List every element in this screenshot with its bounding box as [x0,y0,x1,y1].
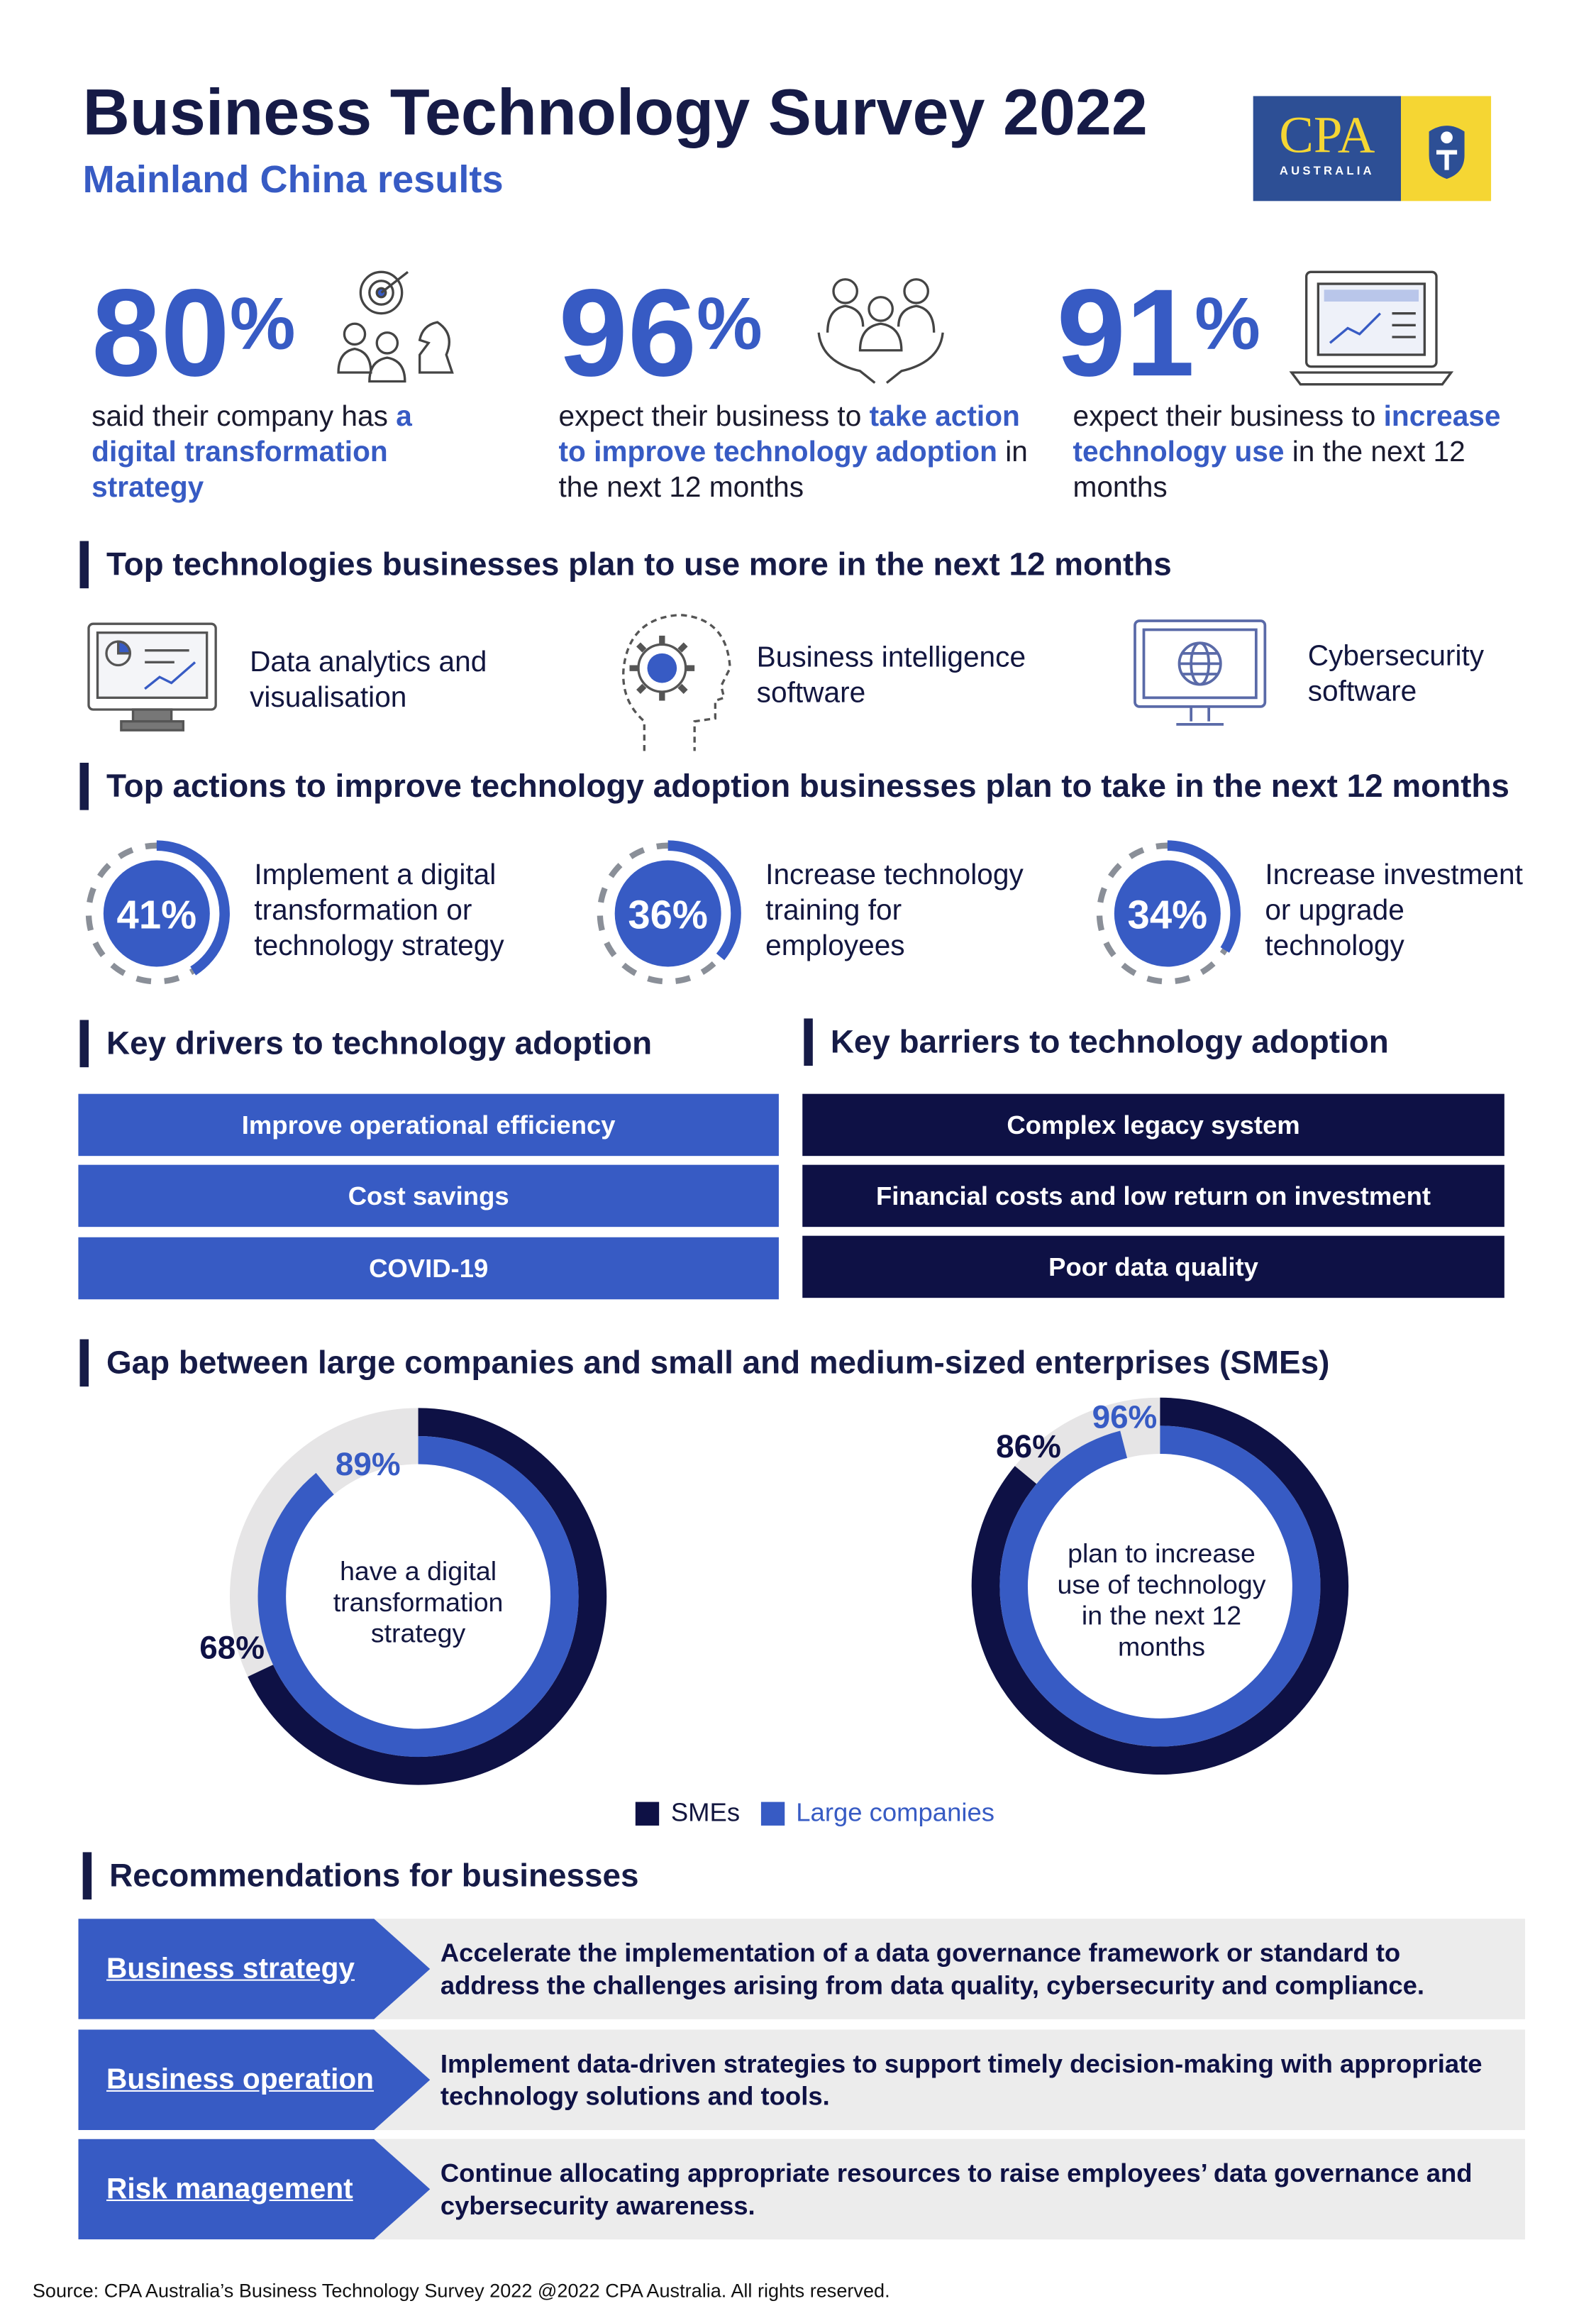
recommendation-row: Business operation Implement data-driven … [78,2029,1525,2131]
section-title: Top technologies businesses plan to use … [106,545,1172,583]
action-progress-ring: 41% [85,840,230,985]
legend-swatch-large [760,1801,785,1825]
driver-item: Improve operational efficiency [78,1093,779,1157]
head-gear-icon [622,613,731,751]
donut-1-sme-label: 68% [199,1628,265,1666]
barrier-item: Complex legacy system [802,1093,1504,1157]
action-progress-arc [156,840,230,976]
stat-80-value: 80% [92,270,295,395]
recommendation-text: Continue allocating appropriate resource… [440,2158,1473,2221]
tech-item-data-analytics: Data analytics and visualisation [250,646,487,715]
logo-text: CPA [1279,106,1375,165]
action-item: 34% [1094,839,1241,995]
tech-item-business-intelligence: Business intelligence software [756,641,1026,710]
donut-1-center-text: have a digital transformation strategy [333,1556,504,1648]
legend-label-large: Large companies [796,1797,994,1827]
logo-subtext: AUSTRALIA [1279,164,1375,177]
stat-number: 91 [1056,263,1195,402]
donut-2-sme-arc [971,1397,1348,1775]
action-text: Increase investment or upgrade technolog… [1265,859,1523,963]
recommendation-row: Business strategy Accelerate the implemen… [78,1919,1525,2019]
stat-96-text: expect their business to take action to … [558,400,1028,504]
action-progress-ring: 36% [597,840,741,985]
stat-unit: % [1195,282,1260,365]
section-title: Key barriers to technology adoption [830,1022,1389,1060]
tech-item-cybersecurity: Cybersecurity software [1307,640,1485,708]
donut-2-center-text: plan to increase use of technology in th… [1057,1538,1266,1662]
crest-icon [1400,96,1492,202]
recommendation-link-business-strategy[interactable]: Business strategy [106,1952,355,1985]
section-header-gap: Gap between large companies and small an… [79,1339,1330,1387]
donut-2-large-arc [999,1425,1321,1747]
team-hands-icon [817,278,944,384]
section-header-recommendations: Recommendations for businesses [82,1852,639,1900]
action-percent: 34% [1128,892,1208,937]
cpa-australia-logo: CPA AUSTRALIA [1253,96,1492,202]
stat-91-value: 91% [1057,270,1260,395]
action-text: Implement a digital transformation or te… [254,859,504,963]
action-percent: 41% [117,892,197,937]
recommendation-link-risk-management[interactable]: Risk management [106,2172,353,2205]
action-text: Increase technology training for employe… [765,859,1024,963]
stat-unit: % [697,282,763,365]
driver-item: COVID-19 [78,1237,779,1300]
donut-2-large-label: 96% [1092,1398,1158,1435]
laptop-chart-icon [1289,270,1454,386]
recommendation-link-business-operation[interactable]: Business operation [106,2063,375,2096]
donut-1-large-label: 89% [335,1445,401,1483]
legend-label-smes: SMEs [670,1797,741,1827]
section-header-drivers: Key drivers to technology adoption [79,1020,653,1068]
legend-swatch-smes [635,1801,660,1825]
action-item: 36% [594,839,741,995]
stat-96-value: 96% [558,270,762,395]
section-title: Recommendations for businesses [109,1856,639,1894]
barrier-item: Poor data quality [802,1235,1504,1298]
strategy-chess-icon [337,270,454,383]
stat-number: 80 [92,263,230,402]
driver-item: Cost savings [78,1164,779,1228]
section-title: Gap between large companies and small an… [106,1343,1330,1381]
action-progress-ring: 34% [1096,840,1241,985]
source-footer: Source: CPA Australia’s Business Technol… [32,2279,890,2302]
section-header-actions: Top actions to improve technology adopti… [79,762,1509,810]
recommendation-row: Risk management Continue allocating appro… [78,2139,1525,2240]
action-progress-arc [667,840,741,961]
section-header-barriers: Key barriers to technology adoption [804,1018,1389,1066]
recommendation-text: Accelerate the implementation of a data … [440,1938,1425,2000]
recommendation-text: Implement data-driven strategies to supp… [440,2048,1483,2111]
stat-number: 96 [558,263,697,402]
stat-unit: % [229,282,296,365]
page-title: Business Technology Survey 2022 [82,77,1148,150]
chart-legend: SMEs Large companies [635,1797,994,1828]
section-header-technologies: Top technologies businesses plan to use … [79,541,1172,589]
analytics-monitor-icon [87,622,217,732]
action-item: 41% [83,839,231,995]
page-subtitle: Mainland China results [82,156,504,202]
stat-80-text: said their company has a digital transfo… [92,400,412,504]
gap-donut-charts [229,1397,1349,1785]
globe-monitor-icon [1134,619,1267,726]
stat-91-text: expect their business to increase techno… [1073,400,1501,504]
donut-1-large-arc [257,1435,579,1757]
section-title: Top actions to improve technology adopti… [106,767,1509,805]
donut-1-sme-arc [248,1408,607,1785]
action-progress-arc [1167,840,1241,953]
donut-2-sme-label: 86% [996,1428,1061,1465]
barrier-item: Financial costs and low return on invest… [802,1164,1504,1228]
action-percent: 36% [628,892,708,937]
section-title: Key drivers to technology adoption [106,1024,653,1061]
